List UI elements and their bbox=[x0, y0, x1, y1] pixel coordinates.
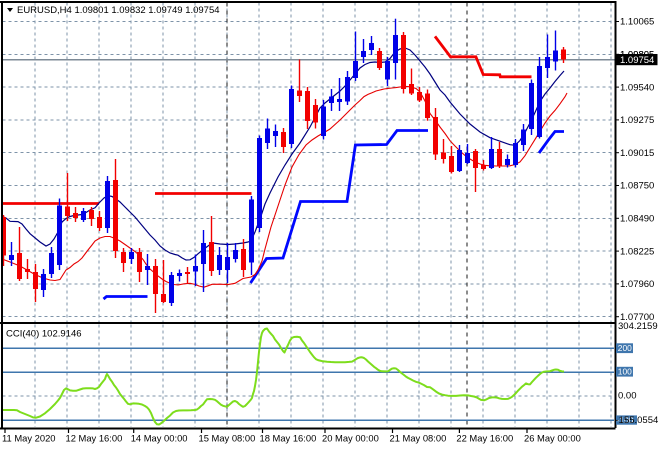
svg-text:304.2159: 304.2159 bbox=[618, 321, 658, 332]
svg-text:100: 100 bbox=[618, 367, 632, 377]
svg-text:200: 200 bbox=[618, 343, 632, 353]
svg-text:14 May 00:00: 14 May 00:00 bbox=[131, 433, 188, 444]
svg-text:20 May 00:00: 20 May 00:00 bbox=[322, 433, 379, 444]
svg-text:1.09015: 1.09015 bbox=[620, 148, 654, 159]
svg-text:1.08490: 1.08490 bbox=[620, 214, 654, 225]
svg-text:21 May 08:00: 21 May 08:00 bbox=[390, 433, 447, 444]
svg-text:11 May 2020: 11 May 2020 bbox=[2, 433, 56, 444]
svg-text:0.00: 0.00 bbox=[618, 390, 637, 401]
svg-text:1.07700: 1.07700 bbox=[620, 312, 654, 323]
svg-text:1.09540: 1.09540 bbox=[620, 82, 654, 93]
svg-text:26 May 00:00: 26 May 00:00 bbox=[524, 433, 581, 444]
svg-text:22 May 16:00: 22 May 16:00 bbox=[456, 433, 513, 444]
svg-text:1.08750: 1.08750 bbox=[620, 181, 654, 192]
svg-text:CCI(40) 102.9146: CCI(40) 102.9146 bbox=[6, 328, 82, 339]
svg-text:-155.0554: -155.0554 bbox=[616, 415, 659, 426]
svg-text:12 May 16:00: 12 May 16:00 bbox=[66, 433, 123, 444]
svg-text:1.09754: 1.09754 bbox=[620, 55, 654, 66]
svg-text:1.07960: 1.07960 bbox=[620, 279, 654, 290]
svg-text:1.08225: 1.08225 bbox=[620, 246, 654, 257]
svg-text:-100: -100 bbox=[617, 415, 634, 425]
svg-text:EURUSD,H4 1.09801 1.09832 1.09: EURUSD,H4 1.09801 1.09832 1.09749 1.0975… bbox=[17, 5, 220, 16]
svg-text:18 May 16:00: 18 May 16:00 bbox=[260, 433, 317, 444]
svg-text:1.09275: 1.09275 bbox=[620, 115, 654, 126]
svg-text:1.10065: 1.10065 bbox=[620, 17, 654, 28]
svg-text:15 May 08:00: 15 May 08:00 bbox=[199, 433, 256, 444]
